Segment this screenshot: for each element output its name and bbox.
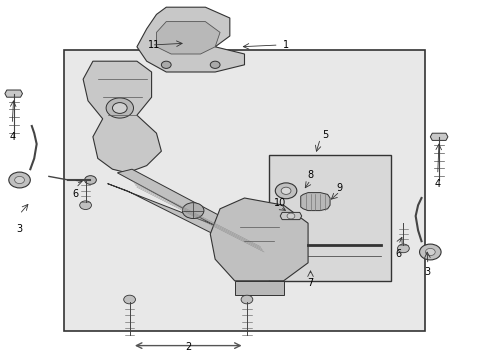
Text: 10: 10 xyxy=(273,198,286,208)
Text: 5: 5 xyxy=(322,130,327,140)
Circle shape xyxy=(281,187,290,194)
Text: 9: 9 xyxy=(336,183,342,193)
Circle shape xyxy=(112,103,127,113)
Circle shape xyxy=(182,203,203,219)
Text: 2: 2 xyxy=(185,342,191,352)
Text: 7: 7 xyxy=(307,278,313,288)
Text: 11: 11 xyxy=(147,40,160,50)
Circle shape xyxy=(80,201,91,210)
Circle shape xyxy=(419,244,440,260)
Circle shape xyxy=(241,295,252,304)
Text: 3: 3 xyxy=(424,267,430,277)
Polygon shape xyxy=(234,281,283,295)
Text: 1: 1 xyxy=(283,40,288,50)
Circle shape xyxy=(106,98,133,118)
Polygon shape xyxy=(137,7,244,72)
Text: 3: 3 xyxy=(17,224,22,234)
Polygon shape xyxy=(156,22,220,54)
Circle shape xyxy=(15,176,24,184)
Text: 4: 4 xyxy=(9,132,15,142)
Polygon shape xyxy=(210,198,307,281)
Text: 8: 8 xyxy=(307,170,313,180)
Circle shape xyxy=(210,61,220,68)
Circle shape xyxy=(84,176,96,184)
Circle shape xyxy=(161,61,171,68)
Text: 4: 4 xyxy=(434,179,440,189)
Circle shape xyxy=(286,213,294,219)
Circle shape xyxy=(123,295,135,304)
FancyBboxPatch shape xyxy=(268,155,390,281)
Polygon shape xyxy=(107,169,283,263)
Circle shape xyxy=(397,244,408,253)
Polygon shape xyxy=(280,212,301,220)
Polygon shape xyxy=(83,61,161,173)
Polygon shape xyxy=(300,193,329,211)
Circle shape xyxy=(9,172,30,188)
FancyBboxPatch shape xyxy=(63,50,425,331)
Circle shape xyxy=(425,248,434,256)
Text: 6: 6 xyxy=(73,189,79,199)
Polygon shape xyxy=(5,90,22,97)
Text: 6: 6 xyxy=(395,249,401,259)
Polygon shape xyxy=(429,133,447,140)
Circle shape xyxy=(275,183,296,199)
